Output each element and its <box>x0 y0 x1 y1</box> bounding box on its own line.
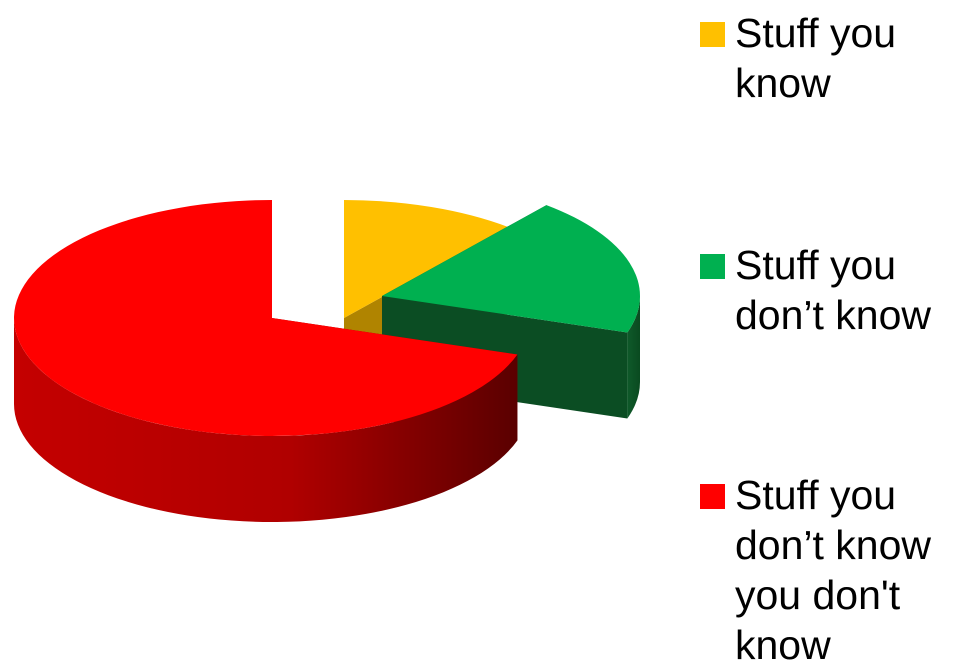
legend-item-stuff-you-dont-know-you-dont-know: Stuff you don’t know you don't know <box>700 470 976 670</box>
legend-swatch-gold <box>700 22 725 47</box>
legend-item-stuff-you-dont-know: Stuff you don’t know <box>700 240 976 340</box>
legend-label: Stuff you know <box>735 10 897 106</box>
legend-label: Stuff you don’t know you don't know <box>735 472 932 668</box>
legend: Stuff you know Stuff you don’t know Stuf… <box>700 0 976 670</box>
slice-top <box>382 205 641 333</box>
pie-slices <box>14 200 641 522</box>
legend-label: Stuff you don’t know <box>735 242 932 338</box>
legend-item-stuff-you-know: Stuff you know <box>700 8 976 108</box>
slice-top <box>14 200 518 436</box>
slice-side <box>627 296 640 419</box>
legend-swatch-red <box>700 484 725 509</box>
legend-swatch-green <box>700 254 725 279</box>
slice-top <box>344 200 509 318</box>
slice-side <box>14 318 518 522</box>
pie-slice-stuff-you-don-t-know-you-don-t-know <box>14 200 518 522</box>
